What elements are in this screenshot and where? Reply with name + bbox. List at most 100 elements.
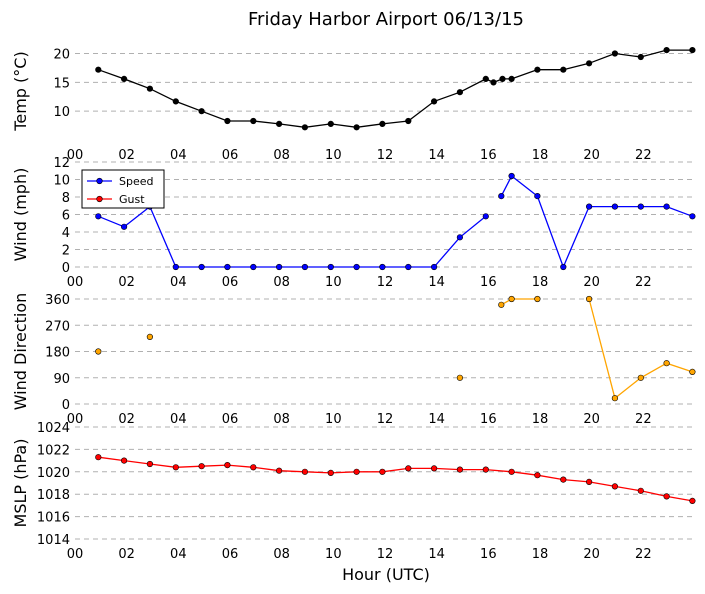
x-tick-label: 08	[273, 547, 290, 562]
data-point	[172, 98, 179, 105]
x-tick-label: 16	[480, 148, 497, 163]
data-point	[95, 213, 102, 220]
data-point	[172, 464, 179, 471]
x-tick-label: 06	[222, 547, 239, 562]
x-tick-label: 22	[635, 275, 652, 290]
data-point	[689, 46, 696, 54]
data-point	[560, 476, 567, 483]
x-tick-label: 16	[480, 275, 497, 290]
y-axis-label: Wind Direction	[11, 293, 30, 411]
y-tick-label: 10	[53, 174, 70, 189]
x-tick-label: 20	[583, 547, 600, 562]
y-tick-label: 1020	[37, 466, 70, 481]
y-tick-label: 2	[62, 244, 70, 259]
data-point	[689, 213, 696, 220]
data-point	[224, 117, 231, 125]
y-axis-label: Temp (°C)	[11, 51, 30, 131]
data-point	[276, 467, 283, 474]
data-point	[689, 368, 696, 376]
x-tick-label: 14	[428, 275, 445, 290]
x-tick-label: 04	[170, 412, 187, 427]
x-tick-label: 04	[170, 547, 187, 562]
data-point	[224, 263, 231, 271]
x-tick-label: 12	[377, 148, 394, 163]
data-point	[637, 203, 644, 210]
data-point	[611, 395, 619, 402]
data-point	[146, 85, 153, 92]
chart-title: Friday Harbor Airport 06/13/15	[248, 9, 524, 30]
panel-3: 0 90 180 270 360 00 02 04 06 08 10 12 14 16 18 20 22 Wind…	[11, 293, 696, 427]
legend-swatch-marker	[96, 195, 103, 203]
data-point	[301, 468, 309, 475]
x-tick-label: 10	[325, 148, 342, 163]
data-point	[250, 263, 257, 271]
y-axis-label: MSLP (hPa)	[11, 439, 30, 528]
series-line	[500, 298, 538, 306]
x-tick-label: 04	[170, 275, 187, 290]
data-point	[508, 172, 515, 180]
y-tick-label: 6	[62, 209, 70, 224]
data-point	[456, 374, 464, 381]
data-point	[490, 79, 497, 86]
data-point	[431, 98, 438, 105]
data-point	[637, 53, 644, 61]
data-point	[431, 263, 438, 271]
data-point	[508, 295, 515, 303]
y-tick-label: 1016	[37, 511, 70, 526]
x-tick-label: 14	[428, 547, 445, 562]
legend-swatch-marker	[96, 177, 103, 185]
x-tick-label: 18	[532, 148, 549, 163]
x-tick-label: 08	[273, 275, 290, 290]
data-point	[353, 263, 360, 271]
data-point	[146, 333, 153, 341]
data-point	[250, 117, 257, 125]
x-tick-label: 22	[635, 547, 652, 562]
y-tick-label: 0	[62, 261, 70, 276]
data-point	[663, 203, 670, 210]
x-tick-label: 00	[67, 412, 84, 427]
series-line	[500, 175, 693, 269]
legend-box	[81, 169, 165, 209]
series-line	[98, 205, 487, 268]
y-tick-label: 270	[45, 319, 70, 334]
data-point	[301, 263, 309, 271]
x-tick-label: 10	[325, 275, 342, 290]
data-point	[534, 472, 541, 479]
x-tick-label: 00	[67, 547, 84, 562]
data-point	[534, 66, 541, 73]
x-tick-label: 06	[222, 412, 239, 427]
x-tick-label: 02	[118, 547, 135, 562]
data-point	[637, 487, 644, 494]
data-point	[353, 124, 360, 131]
y-tick-label: 1024	[37, 421, 70, 436]
series-line	[98, 456, 693, 502]
series-line	[98, 49, 693, 128]
x-tick-label: 12	[377, 547, 394, 562]
data-point	[585, 203, 593, 210]
x-tick-label: 14	[428, 148, 445, 163]
x-tick-label: 20	[583, 412, 600, 427]
data-point	[585, 295, 593, 303]
data-point	[498, 193, 505, 200]
x-tick-label: 10	[325, 547, 342, 562]
x-tick-label: 22	[635, 412, 652, 427]
data-point	[663, 46, 670, 54]
x-tick-label: 22	[635, 148, 652, 163]
data-point	[611, 203, 619, 210]
data-point	[405, 465, 412, 472]
data-point	[327, 469, 334, 477]
data-point	[379, 468, 386, 475]
data-point	[172, 263, 179, 271]
data-point	[508, 75, 515, 82]
data-point	[482, 466, 489, 473]
data-point	[534, 295, 541, 303]
y-tick-label: 12	[53, 156, 70, 171]
y-tick-label: 20	[53, 48, 70, 63]
x-tick-label: 02	[118, 275, 135, 290]
x-tick-label: 10	[325, 412, 342, 427]
series-line	[588, 298, 693, 400]
x-tick-label: 18	[532, 275, 549, 290]
x-tick-label: 08	[273, 412, 290, 427]
data-point	[456, 234, 464, 241]
data-point	[250, 464, 257, 471]
